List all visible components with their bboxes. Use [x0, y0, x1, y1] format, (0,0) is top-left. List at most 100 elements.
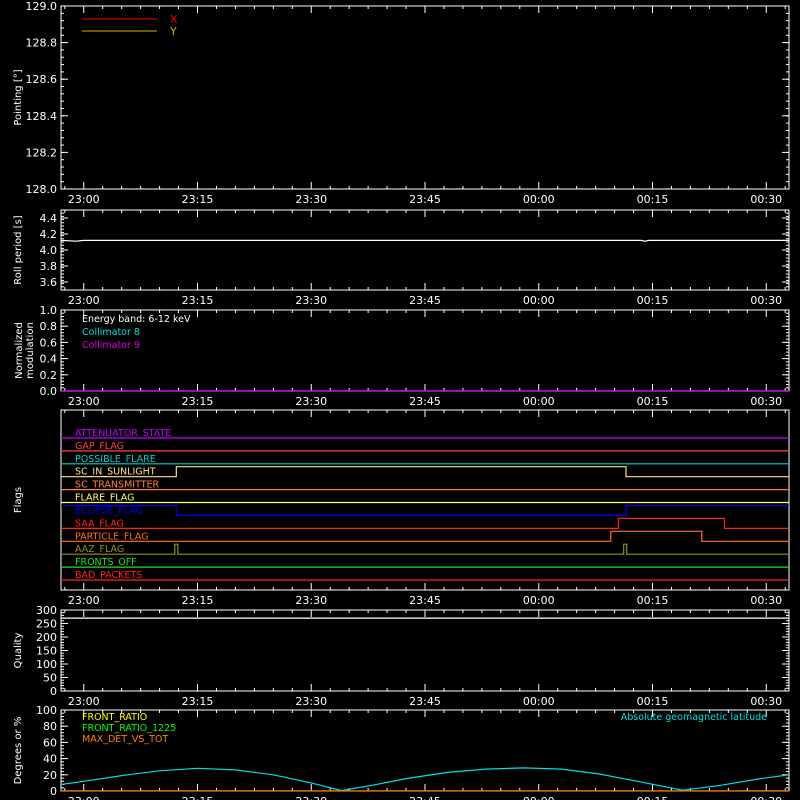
- x-tick-label: 23:15: [182, 594, 214, 607]
- flag-label: AAZ_FLAG: [75, 544, 124, 555]
- y-tick-label: 4.2: [40, 228, 58, 241]
- y-tick-label: 20: [43, 769, 57, 782]
- x-tick-label: 23:45: [409, 193, 441, 206]
- x-tick-label: 00:15: [637, 193, 669, 206]
- panel-4: 23:00 23:15 23:30 23:45 00:00 00:15 00:30 Quali…: [13, 604, 790, 708]
- y-tick-label: 0: [50, 785, 57, 798]
- annotation: Collimator 8: [82, 327, 140, 338]
- y-tick-label: 128.2: [26, 146, 58, 159]
- x-tick-label: 00:00: [523, 695, 555, 708]
- flag-label: SC_IN_SUNLIGHT: [75, 467, 156, 478]
- panel-frame: [60, 609, 790, 692]
- panel-1: 23:00 23:15 23:30 23:45 00:00 00:15 00:30 Roll …: [13, 209, 790, 307]
- x-tick-label: 00:00: [523, 193, 555, 206]
- flag-line: [61, 543, 789, 555]
- annotation: Collimator 9: [82, 340, 140, 351]
- x-tick-label: 00:15: [637, 395, 669, 408]
- x-tick-label: 23:30: [295, 193, 327, 206]
- y-tick-label: 128.8: [26, 37, 58, 50]
- legend-label: Y: [169, 25, 177, 38]
- annotation: Absolute geomagnetic latitude: [621, 712, 767, 723]
- x-tick-label: 23:45: [409, 795, 441, 800]
- y-tick-label: 128.0: [26, 183, 58, 196]
- x-tick-label: 23:15: [182, 294, 214, 307]
- x-tick-label: 23:30: [295, 795, 327, 800]
- legend-label: MAX_DET_VS_TOT: [82, 734, 168, 745]
- legend-label: FRONT_RATIO: [82, 712, 147, 723]
- panel-5: 23:00 23:15 23:30 23:45 00:00 00:15 00:30 Degre…: [13, 704, 790, 800]
- x-tick-label: 00:30: [750, 695, 782, 708]
- x-tick-label: 23:30: [295, 695, 327, 708]
- y-tick-label: 1.0: [40, 304, 58, 317]
- y-tick-label: 250: [36, 618, 57, 631]
- y-tick-label: 0.4: [40, 353, 58, 366]
- y-tick-label: 60: [43, 736, 57, 749]
- x-tick-label: 23:00: [68, 594, 100, 607]
- y-tick-label: 50: [43, 672, 57, 685]
- y-tick-label: 0.8: [40, 320, 58, 333]
- x-tick-label: 23:30: [295, 594, 327, 607]
- y-axis-label: Degrees or %: [13, 717, 24, 785]
- x-tick-label: 23:00: [68, 395, 100, 408]
- x-tick-label: 00:30: [750, 395, 782, 408]
- flag-label: ATTENUATOR_STATE: [75, 428, 171, 439]
- flag-label: FLARE_FLAG: [75, 493, 135, 504]
- y-tick-label: 0.0: [40, 385, 58, 398]
- x-tick-label: 23:15: [182, 695, 214, 708]
- legend-label: FRONT_RATIO_1225: [82, 723, 176, 734]
- y-axis-label: Pointing [°]: [13, 69, 24, 125]
- x-tick-label: 00:00: [523, 594, 555, 607]
- x-tick-label: 23:45: [409, 695, 441, 708]
- y-tick-label: 4.0: [40, 244, 58, 257]
- y-tick-label: 100: [36, 704, 57, 717]
- flag-line: [61, 530, 789, 542]
- x-tick-label: 23:30: [295, 294, 327, 307]
- flag-line: [61, 517, 789, 530]
- y-tick-label: 0.6: [40, 336, 58, 349]
- x-tick-label: 00:15: [637, 695, 669, 708]
- x-tick-label: 00:15: [637, 594, 669, 607]
- flag-label: GAP_FLAG: [75, 441, 124, 452]
- x-tick-label: 23:15: [182, 193, 214, 206]
- flag-label: PARTICLE_FLAG: [75, 531, 148, 542]
- y-axis-label: Quality: [13, 633, 24, 669]
- x-tick-label: 23:45: [409, 594, 441, 607]
- y-tick-label: 80: [43, 720, 57, 733]
- x-tick-label: 00:30: [750, 294, 782, 307]
- panel-2: 23:00 23:15 23:30 23:45 00:00 00:15 00:30 Norma…: [14, 304, 790, 408]
- x-tick-label: 00:00: [523, 294, 555, 307]
- y-tick-label: 129.0: [26, 0, 58, 13]
- y-tick-label: 100: [36, 658, 57, 671]
- legend-label: X: [170, 13, 178, 26]
- x-tick-label: 23:00: [68, 695, 100, 708]
- flag-label: ECLIPSE_FLAG: [75, 505, 143, 516]
- flag-line: [61, 504, 789, 517]
- y-tick-label: 3.8: [40, 260, 58, 273]
- y-tick-label: 0: [50, 685, 57, 698]
- y-tick-label: 300: [36, 604, 57, 617]
- series-line: [60, 239, 789, 242]
- x-tick-label: 23:15: [182, 395, 214, 408]
- panels: 23:00 23:15 23:30 23:45 00:00 00:15 00:30 Point…: [13, 0, 790, 800]
- y-axis-label: Normalized: [14, 322, 25, 379]
- y-tick-label: 128.4: [26, 110, 58, 123]
- y-tick-label: 200: [36, 631, 57, 644]
- x-tick-label: 23:00: [68, 294, 100, 307]
- flag-label: POSSIBLE_FLARE: [75, 454, 156, 465]
- y-tick-label: 150: [36, 645, 57, 658]
- x-tick-label: 23:45: [409, 294, 441, 307]
- flag-label: SAA_FLAG: [75, 518, 124, 529]
- y-tick-label: 3.6: [40, 276, 58, 289]
- x-tick-label: 23:00: [68, 795, 100, 800]
- annotation: Energy band: 6-12 keV: [82, 314, 191, 325]
- y-tick-label: 128.6: [26, 73, 58, 86]
- flag-line: [61, 466, 789, 478]
- panel-3: 23:00 23:15 23:30 23:45 00:00 00:15 00:30 Flags…: [13, 409, 790, 607]
- x-tick-label: 00:00: [523, 795, 555, 800]
- flag-label: BAD_PACKETS: [75, 570, 142, 581]
- y-axis-label: Roll period [s]: [13, 215, 24, 284]
- x-tick-label: 23:15: [182, 795, 214, 800]
- y-tick-label: 0.2: [40, 369, 58, 382]
- x-tick-label: 00:15: [637, 795, 669, 800]
